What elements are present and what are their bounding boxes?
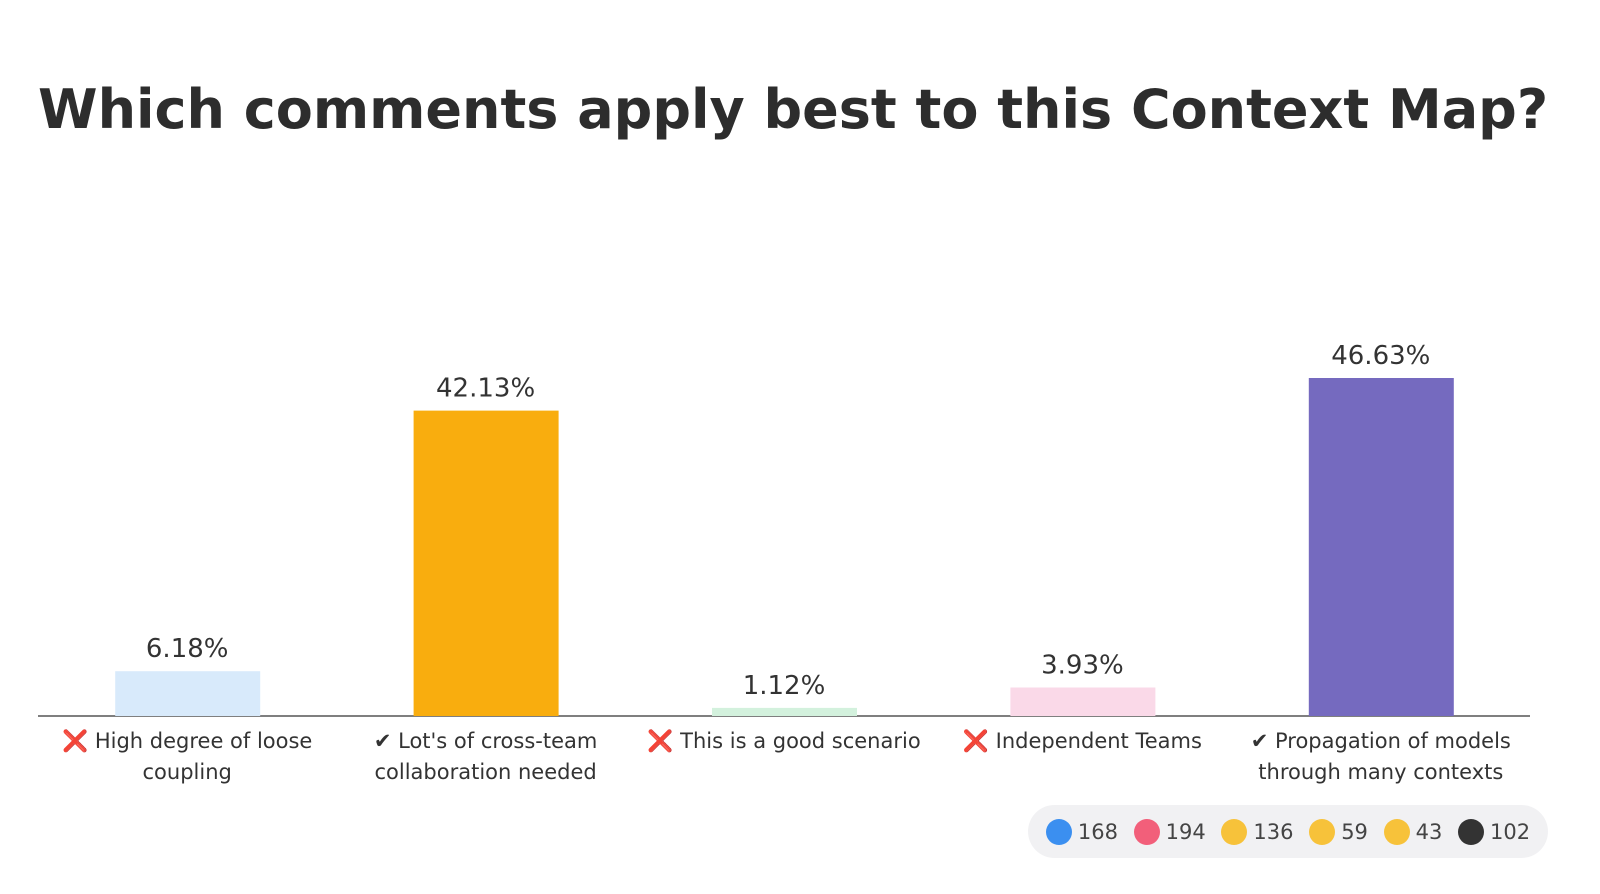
- data-label: 1.12%: [743, 671, 826, 701]
- x-tick-label: ✔ Lot's of cross-team collaboration need…: [373, 729, 598, 784]
- reactions-bar: 168 194 136 59 43 102: [1028, 805, 1548, 858]
- bar: [1308, 378, 1454, 716]
- reaction-count: 168: [1077, 819, 1118, 844]
- reaction-icon: [1133, 818, 1160, 845]
- reaction: 43: [1383, 818, 1443, 845]
- bar: [413, 410, 559, 716]
- reaction-icon: [1309, 818, 1336, 845]
- bar: [1010, 687, 1156, 716]
- x-tick-label: ❌ High degree of loose coupling: [62, 729, 313, 784]
- reaction-count: 59: [1341, 819, 1368, 844]
- reaction-icon: [1383, 818, 1410, 845]
- bar: [115, 671, 261, 716]
- data-label: 46.63%: [1331, 341, 1430, 371]
- reaction-count: 102: [1490, 819, 1531, 844]
- bar: [712, 707, 857, 716]
- reaction-count: 43: [1415, 819, 1443, 844]
- data-label: 42.13%: [436, 374, 535, 404]
- reaction: 59: [1309, 818, 1368, 845]
- reaction-count: 136: [1253, 819, 1294, 844]
- reaction: 102: [1458, 818, 1531, 845]
- reaction-icon: [1458, 818, 1485, 845]
- reaction-icon: [1045, 818, 1072, 845]
- data-label: 6.18%: [146, 634, 229, 664]
- reaction: 136: [1221, 818, 1294, 845]
- reaction-icon: [1221, 818, 1248, 845]
- x-tick-label: ❌ This is a good scenario: [647, 729, 921, 753]
- reaction: 168: [1045, 818, 1118, 845]
- reaction-count: 194: [1165, 819, 1206, 844]
- chart-title: Which comments apply best to this Contex…: [38, 78, 1549, 141]
- reaction: 194: [1133, 818, 1206, 845]
- data-label: 3.93%: [1041, 651, 1124, 681]
- x-tick-label: ❌ Independent Teams: [962, 729, 1202, 753]
- x-tick-label: ✔ Propagation of models through many con…: [1250, 729, 1511, 784]
